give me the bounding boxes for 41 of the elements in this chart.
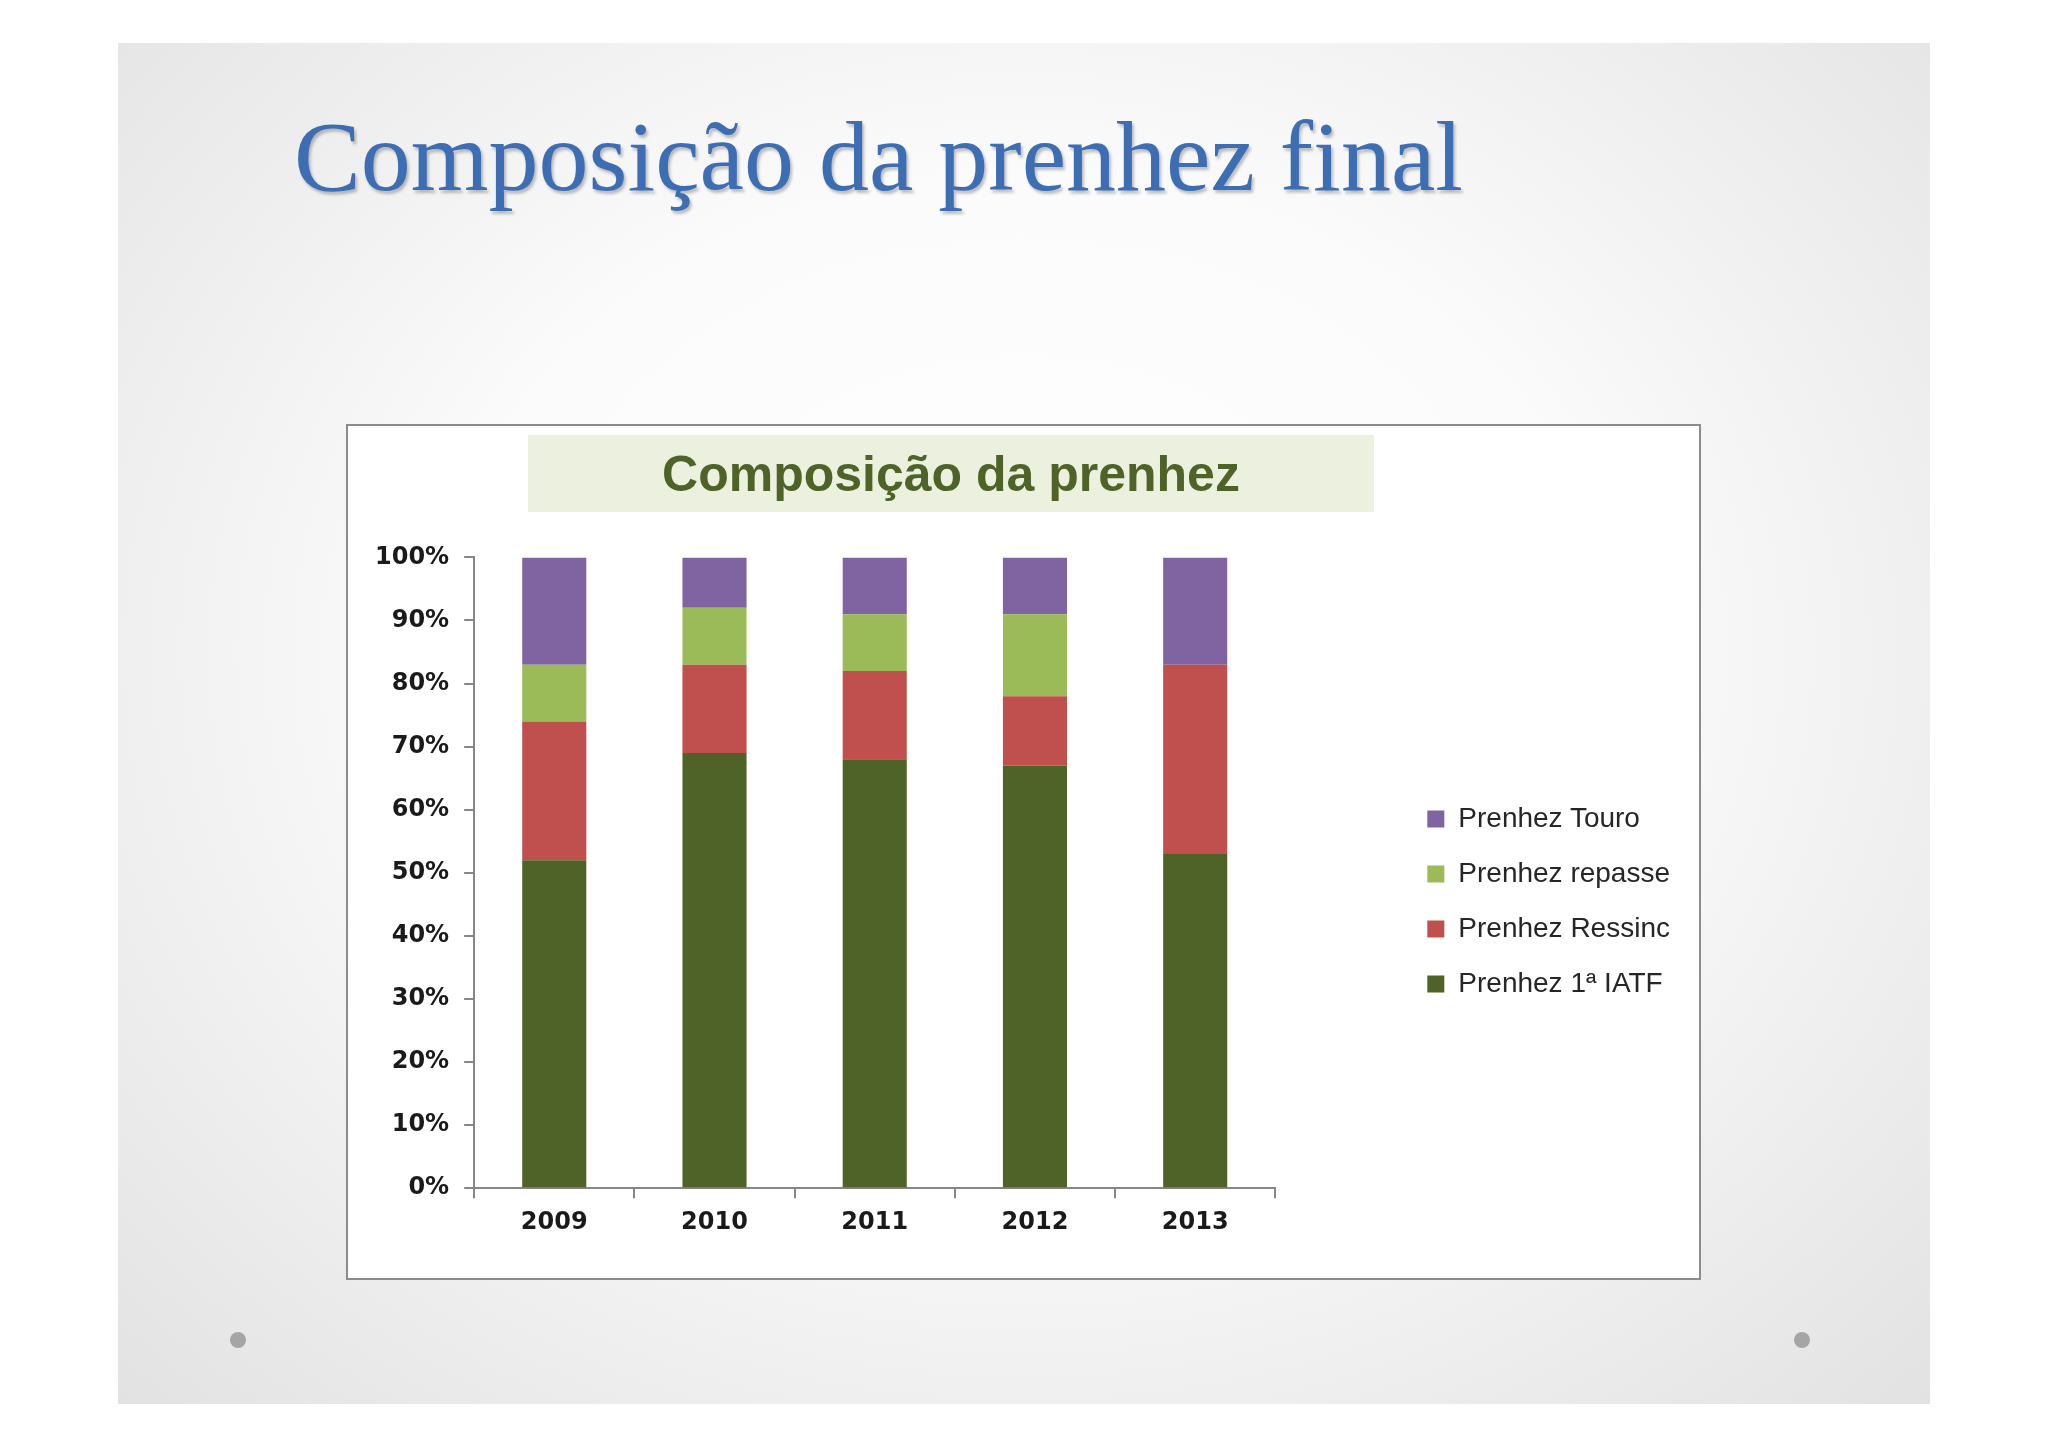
legend-label: Prenhez repasse: [1458, 856, 1671, 888]
bar: [1163, 557, 1228, 665]
legend-label: Prenhez 1ª IATF: [1458, 966, 1663, 998]
bar: [1002, 696, 1068, 766]
x-tick-label: 2012: [1001, 1206, 1069, 1235]
y-tick-label: 50%: [391, 857, 450, 886]
y-tick-label: 70%: [391, 730, 450, 759]
bar: [1163, 664, 1228, 854]
y-tick-label: 100%: [374, 541, 450, 570]
bar: [682, 664, 747, 753]
bar: [842, 557, 907, 615]
x-tick-label: 2010: [681, 1206, 748, 1235]
y-tick-label: 30%: [391, 983, 450, 1012]
x-tick-label: 2011: [841, 1206, 909, 1235]
bar: [842, 614, 907, 671]
bar: [522, 860, 587, 1188]
bar: [682, 607, 747, 665]
y-tick-label: 40%: [391, 920, 450, 949]
y-tick-label: 10%: [391, 1109, 450, 1138]
x-tick-label: 2013: [1161, 1206, 1229, 1235]
y-tick-label: 90%: [391, 604, 450, 633]
bar: [682, 557, 747, 608]
chart-title: Composição da prenhez final: [294, 101, 1464, 212]
bar: [1002, 614, 1068, 697]
chart-subtitle: Composição da prenhez: [528, 435, 1374, 512]
legend-label: Prenhez Touro: [1458, 801, 1640, 833]
bar: [1002, 557, 1068, 615]
y-tick-label: 60%: [391, 793, 450, 822]
y-tick-label: 20%: [391, 1046, 450, 1075]
x-tick-label: 2009: [520, 1206, 588, 1235]
bar: [842, 759, 907, 1188]
bar: [1163, 853, 1228, 1188]
bar: [842, 670, 907, 760]
bar: [1002, 765, 1068, 1188]
bar: [522, 557, 587, 665]
legend-label: Prenhez Ressinc: [1458, 911, 1670, 943]
y-tick-label: 80%: [391, 667, 450, 696]
bar: [522, 721, 587, 861]
bar: [522, 664, 587, 722]
bar: [682, 752, 747, 1188]
y-tick-label: 0%: [408, 1172, 450, 1201]
